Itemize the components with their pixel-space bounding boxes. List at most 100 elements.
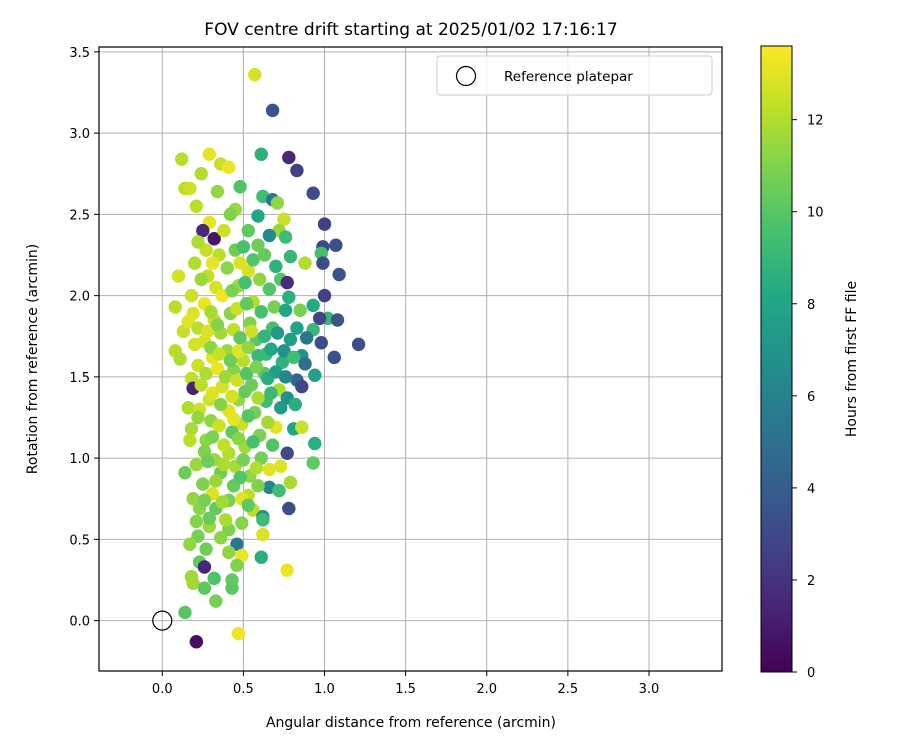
scatter-point — [298, 256, 312, 270]
scatter-point — [282, 290, 296, 304]
scatter-point — [275, 355, 290, 369]
scatter-point — [290, 321, 304, 335]
y-tick-label: 0.5 — [69, 533, 90, 548]
scatter-point — [194, 378, 208, 392]
colorbar-tick-label: 12 — [807, 114, 824, 129]
scatter-point — [183, 433, 197, 447]
scatter-point — [244, 324, 259, 339]
colorbar-tick-label: 6 — [807, 390, 815, 405]
y-tick-label: 2.0 — [69, 290, 90, 305]
scatter-point — [223, 353, 238, 368]
scatter-point — [283, 249, 298, 264]
legend-marker-icon — [455, 65, 477, 87]
scatter-point — [241, 409, 255, 423]
scatter-point — [262, 228, 277, 243]
scatter-point — [191, 529, 205, 543]
scatter-point — [314, 336, 328, 350]
scatter-point — [233, 180, 247, 194]
scatter-point — [277, 212, 291, 226]
scatter-point — [306, 456, 320, 470]
scatter-point — [280, 563, 294, 577]
scatter-point — [306, 298, 320, 313]
scatter-point — [330, 313, 345, 327]
scatter-point — [262, 462, 277, 477]
scatter-point — [288, 397, 303, 412]
scatter-point — [230, 558, 244, 573]
scatter-point — [231, 626, 246, 641]
scatter-point — [191, 358, 205, 373]
scatter-point — [217, 223, 231, 238]
scatter-point — [168, 300, 182, 314]
x-tick-label: 1.0 — [314, 682, 335, 697]
x-tick-label: 3.0 — [639, 682, 660, 697]
colorbar-tick-label: 2 — [807, 574, 815, 589]
scatter-point — [188, 337, 202, 352]
scatter-point — [290, 163, 304, 178]
scatter-point — [191, 410, 205, 425]
scatter-point — [332, 267, 346, 282]
scatter-point — [225, 389, 239, 404]
scatter-point — [233, 331, 247, 345]
scatter-point — [218, 513, 233, 527]
scatter-point — [202, 147, 217, 161]
scatter-point — [213, 531, 228, 545]
scatter-point — [283, 475, 298, 490]
x-axis-ticks: 0.0 0.5 1.0 1.5 2.0 2.5 3.0 — [152, 671, 659, 697]
scatter-point — [254, 550, 268, 564]
scatter-points — [168, 67, 366, 649]
scatter-point — [317, 288, 332, 303]
scatter-point — [233, 470, 247, 485]
scatter-point — [173, 352, 187, 366]
scatter-point — [295, 379, 309, 394]
y-tick-label: 2.5 — [69, 208, 90, 223]
scatter-point — [218, 370, 233, 384]
scatter-point — [278, 370, 293, 384]
scatter-point — [280, 275, 294, 290]
scatter-point — [210, 318, 225, 332]
legend-box — [436, 55, 713, 96]
colorbar-tick-label: 8 — [807, 298, 815, 313]
scatter-point — [207, 232, 221, 246]
scatter-point — [209, 474, 223, 488]
scatter-point — [256, 513, 270, 527]
scatter-point — [262, 282, 277, 296]
scatter-point — [249, 461, 264, 475]
scatter-point — [241, 498, 255, 512]
y-tick-label: 0.0 — [69, 615, 90, 630]
colorbar-tick-label: 0 — [807, 666, 815, 681]
scatter-point — [246, 253, 260, 267]
scatter-point — [252, 272, 267, 287]
scatter-point — [230, 537, 244, 551]
scatter-point — [306, 186, 320, 200]
x-tick-label: 2.0 — [476, 682, 497, 697]
scatter-point — [238, 384, 252, 399]
scatter-point — [254, 147, 268, 161]
scatter-point — [183, 181, 197, 196]
scatter-point — [230, 373, 244, 387]
scatter-point — [201, 324, 215, 339]
scatter-point — [186, 576, 200, 590]
x-axis-label: Angular distance from reference (arcmin) — [266, 715, 556, 731]
scatter-point — [286, 350, 301, 365]
scatter-point — [205, 430, 220, 444]
scatter-point — [213, 397, 228, 412]
y-tick-label: 3.0 — [69, 127, 90, 142]
plot-frame — [98, 46, 723, 672]
scatter-point — [233, 256, 247, 270]
scatter-point — [178, 605, 192, 620]
scatter-point — [241, 340, 255, 355]
scatter-point — [207, 571, 221, 586]
scatter-point — [293, 303, 307, 317]
y-tick-label: 1.5 — [69, 371, 90, 386]
scatter-point — [212, 347, 226, 361]
scatter-point — [251, 209, 265, 223]
scatter-point — [248, 67, 262, 82]
scatter-point — [183, 537, 197, 551]
y-axis-label: Rotation from reference (arcmin) — [25, 244, 41, 474]
scatter-point — [264, 386, 278, 400]
scatter-point — [299, 331, 314, 345]
scatter-point — [327, 350, 341, 365]
scatter-point — [202, 511, 217, 525]
scatter-point — [236, 240, 251, 254]
